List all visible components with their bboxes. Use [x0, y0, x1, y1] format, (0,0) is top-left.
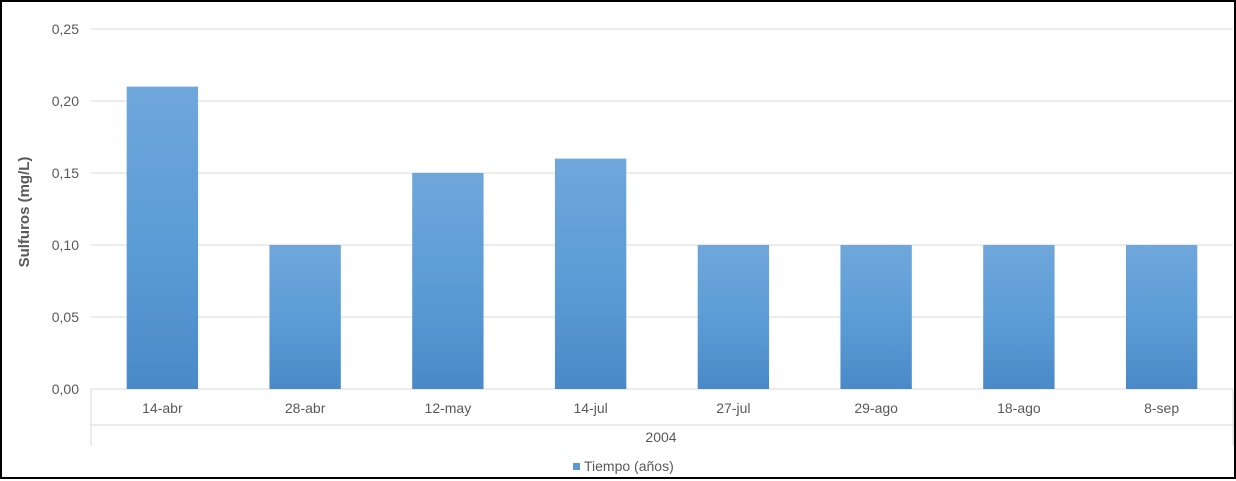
y-tick-label: 0,25: [52, 21, 79, 37]
bar: [697, 245, 770, 389]
legend-swatch: [573, 463, 580, 470]
bar: [269, 245, 341, 389]
bar: [554, 158, 627, 389]
x-tick-label: 12-may: [425, 400, 472, 416]
y-tick-label: 0,00: [52, 381, 79, 397]
x-tick-label: 8-sep: [1144, 400, 1179, 416]
y-tick-label: 0,20: [52, 93, 79, 109]
y-tick-label: 0,15: [52, 165, 79, 181]
bar: [126, 86, 199, 389]
bar: [983, 245, 1055, 389]
tick-labels: 0,00 0,05 0,10 0,15 0,20 0,25 14-abr 28-abr 12-m…: [52, 21, 1180, 416]
x-tick-label: 28-abr: [285, 400, 326, 416]
bars: [126, 86, 1198, 389]
x-tick-label: 18-ago: [997, 400, 1041, 416]
x-axis-group-label: 2004: [645, 429, 676, 445]
x-tick-label: 29-ago: [854, 400, 898, 416]
y-axis-title: Sulfuros (mg/L): [16, 157, 33, 268]
legend: Tiempo (años): [573, 458, 674, 474]
y-tick-label: 0,10: [52, 237, 79, 253]
legend-label: Tiempo (años): [584, 458, 674, 474]
bar: [840, 245, 912, 389]
x-tick-label: 14-jul: [574, 400, 608, 416]
y-tick-label: 0,05: [52, 309, 79, 325]
bar: [1125, 245, 1198, 389]
x-tick-label: 14-abr: [142, 400, 183, 416]
bar: [412, 173, 484, 389]
x-tick-label: 27-jul: [716, 400, 750, 416]
gridlines: [91, 28, 1233, 390]
